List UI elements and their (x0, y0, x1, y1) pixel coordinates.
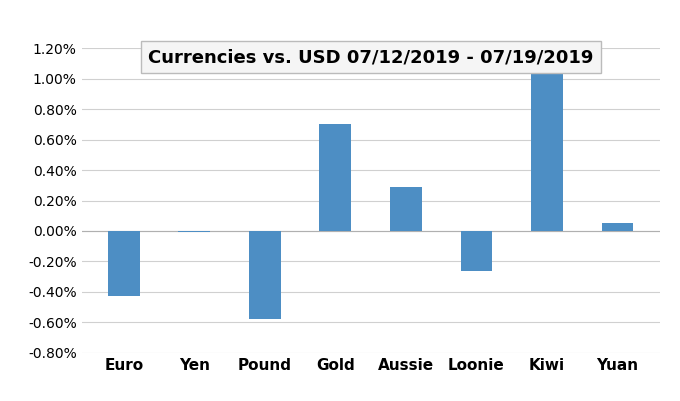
Bar (108, 231, 139, 296)
Bar (460, 231, 492, 271)
Bar (390, 187, 422, 231)
Bar (320, 124, 351, 231)
Bar (178, 231, 210, 233)
Bar (249, 231, 281, 319)
Bar (602, 223, 633, 231)
Text: Currencies vs. USD 07/12/2019 - 07/19/2019: Currencies vs. USD 07/12/2019 - 07/19/20… (148, 48, 593, 66)
Bar (531, 67, 563, 231)
